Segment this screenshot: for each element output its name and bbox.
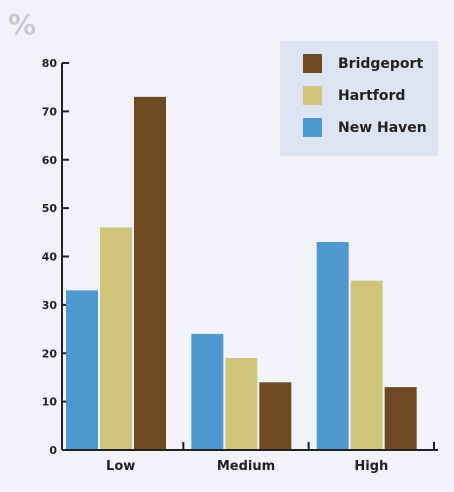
legend-swatch: [303, 118, 322, 137]
legend-label: Hartford: [338, 88, 405, 104]
bar: [259, 382, 292, 450]
bar: [225, 358, 258, 450]
y-tick-label: 40: [42, 251, 58, 264]
y-tick-label: 10: [42, 396, 58, 409]
y-tick-label: 30: [42, 299, 58, 312]
y-tick-label: 20: [42, 347, 58, 360]
legend-swatch: [303, 86, 322, 105]
unit-label: %: [8, 8, 36, 41]
bar: [316, 241, 349, 450]
bar: [100, 227, 132, 450]
y-tick-label: 70: [42, 105, 58, 118]
y-tick-label: 80: [42, 57, 58, 70]
x-category-label: Low: [106, 459, 135, 474]
y-tick-label: 0: [49, 444, 57, 457]
x-axis: Low Medium High: [62, 442, 438, 474]
legend-swatch: [303, 54, 322, 73]
legend-label: New Haven: [338, 120, 427, 136]
legend: Bridgeport Hartford New Haven: [280, 41, 438, 156]
y-tick-label: 60: [42, 154, 58, 167]
y-tick-label: 50: [42, 202, 58, 215]
bars: [66, 96, 417, 451]
y-axis: 0 10 20 30 40 50 60 70 80: [42, 57, 69, 457]
bar: [191, 333, 224, 450]
bar: [134, 96, 166, 451]
bar: [384, 387, 417, 450]
legend-label: Bridgeport: [338, 56, 423, 72]
bar: [66, 290, 98, 450]
x-category-label: Medium: [217, 459, 275, 474]
bar: [350, 280, 383, 450]
x-category-label: High: [354, 459, 388, 474]
